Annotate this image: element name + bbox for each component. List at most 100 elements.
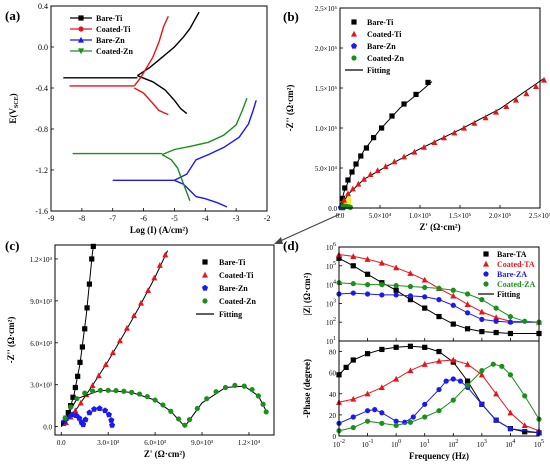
data-point [343, 364, 349, 370]
y-tick-label-exp: 1 [333, 336, 336, 342]
data-point [350, 253, 357, 259]
data-point [72, 407, 79, 414]
data-point [379, 420, 385, 426]
x-tick-label-exp: -2 [340, 439, 345, 445]
data-point [168, 408, 174, 414]
x-tick-label: -3 [233, 214, 240, 223]
x-tick-label: 101 [420, 439, 430, 449]
data-point [393, 344, 399, 350]
data-point [350, 281, 356, 287]
x-tick-label-exp: 5 [541, 439, 544, 445]
series-coated-zn [72, 97, 248, 202]
data-point [364, 390, 371, 397]
data-point [156, 262, 163, 268]
series-coated-zn [60, 382, 269, 428]
legend-label: Coated-ZA [497, 280, 535, 289]
data-point [102, 361, 109, 368]
data-point [86, 409, 93, 416]
data-point [450, 397, 456, 403]
legend-marker [483, 281, 489, 287]
y-axis-label: -Z'' (Ω·cm²) [285, 85, 295, 132]
data-point [364, 291, 371, 297]
data-point [478, 308, 485, 315]
y-tick-label: 101 [326, 336, 336, 346]
series-anodic-branch [137, 11, 200, 77]
data-point [255, 393, 261, 399]
y-tick-label: 1.0×10⁵ [315, 125, 338, 133]
data-point [401, 153, 407, 160]
x-tick-label: 5.0×10⁴ [369, 212, 392, 220]
data-point [341, 196, 347, 203]
data-point [249, 386, 255, 393]
data-point [522, 318, 528, 324]
data-point [263, 409, 269, 415]
data-point [493, 318, 499, 324]
series-coated-ti [339, 76, 547, 209]
data-point [222, 384, 229, 391]
x-tick-label: 10-1 [362, 439, 374, 449]
y-tick-label-base: 10 [326, 319, 334, 327]
data-point [113, 387, 119, 394]
data-point [407, 283, 414, 290]
y-tick-label: 1.5×10⁵ [315, 85, 338, 93]
data-point [379, 346, 385, 353]
y-tick-label: 0.0 [328, 205, 337, 213]
data-point [464, 326, 471, 332]
data-point [450, 376, 456, 382]
data-point [86, 281, 93, 287]
data-point [507, 426, 514, 432]
data-point [493, 305, 499, 311]
legend-label: Coated-Ti [367, 30, 402, 39]
data-point [393, 287, 399, 293]
series-cathodic-branch [133, 87, 169, 116]
y-tick-label: 80 [329, 349, 337, 357]
data-point [507, 319, 514, 325]
data-point [393, 422, 399, 429]
data-point [451, 129, 458, 136]
data-point [364, 418, 371, 424]
legend-marker [483, 251, 489, 257]
legend-label: Coated-TA [497, 260, 535, 269]
data-point [364, 271, 371, 277]
data-point [450, 302, 456, 308]
x-tick-label: -6 [140, 214, 147, 223]
data-point [108, 417, 115, 423]
y-tick-label: 9.0×10³ [30, 298, 52, 306]
data-point [105, 387, 111, 393]
zoom-arrow-shaft [277, 213, 341, 243]
y-axis-label-ylabel_main: E(V [8, 108, 18, 124]
data-point [89, 388, 96, 394]
data-point [74, 396, 80, 402]
data-point [521, 422, 528, 429]
legend-label: Bare-Zn [367, 42, 396, 51]
data-point [349, 185, 356, 192]
data-point [407, 343, 414, 349]
data-point [80, 421, 87, 428]
data-point [507, 330, 514, 337]
panel-c-label: (c) [5, 238, 19, 253]
data-point [241, 383, 247, 389]
x-tick-label-base: 10 [362, 441, 370, 449]
panel-a-label: (a) [5, 8, 20, 23]
series-bare-zn [61, 405, 116, 428]
data-point [95, 372, 102, 379]
data-point [79, 344, 85, 350]
data-point [182, 422, 188, 428]
data-point [144, 393, 150, 400]
series-line [338, 363, 540, 432]
y-tick-label: 0.0 [43, 424, 52, 432]
y-tick-label: 104 [326, 280, 336, 290]
data-point [379, 410, 385, 416]
data-point [374, 167, 381, 173]
x-tick-label: 10-2 [333, 439, 345, 449]
series-cathodic-branch [161, 153, 191, 202]
legend-label: Coated-Zn [219, 297, 256, 306]
panel-a: (a) -9 -8 -7 -6 -5 -4 -3 -2 -1.6 -1.2 -0.8 -0.4 0.0 0.… [5, 2, 270, 235]
data-point [91, 406, 98, 412]
legend-label: Fitting [219, 310, 242, 319]
legend-marker [202, 298, 208, 304]
x-tick-label: -5 [171, 214, 178, 223]
data-point [493, 314, 500, 321]
data-point [407, 270, 414, 276]
